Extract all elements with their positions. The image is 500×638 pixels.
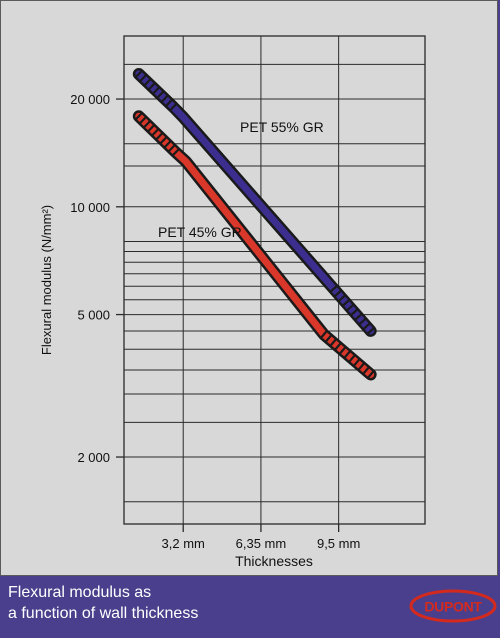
logo-oval xyxy=(409,589,497,623)
hatch-mark xyxy=(135,70,143,78)
dupont-logo: DUPONT xyxy=(409,589,497,623)
y-tick-label: 20 000 xyxy=(70,92,110,107)
hatch-mark xyxy=(172,148,180,156)
x-tick-label: 9,5 mm xyxy=(317,536,360,551)
series-pet45 xyxy=(132,110,377,381)
hatch-mark xyxy=(353,358,361,367)
hatch-mark xyxy=(339,346,347,355)
hatch-mark xyxy=(329,285,338,293)
hatch-mark xyxy=(165,99,173,107)
hatch-mark xyxy=(148,82,156,91)
hatch-mark xyxy=(334,290,342,297)
hatch-mark xyxy=(159,136,168,144)
series-pet55 xyxy=(132,68,377,337)
hatch-mark xyxy=(168,144,176,152)
chart-svg: 20 000 10 000 5 000 2 000 3,2 mm 6,35 mm 9,5 … xyxy=(39,35,426,569)
hatch-mark xyxy=(156,90,164,99)
y-tick-label: 10 000 xyxy=(70,200,110,215)
hatch-mark xyxy=(342,299,350,307)
x-tick-label: 6,35 mm xyxy=(236,536,287,551)
y-axis-label: Flexural modulus (N/mm²) xyxy=(39,205,54,355)
hatch-mark xyxy=(320,330,328,339)
hatch-mark xyxy=(164,140,172,148)
hatch-mark xyxy=(152,86,160,95)
hatch-mark xyxy=(348,354,356,363)
footer-bar: Flexural modulus as a function of wall t… xyxy=(0,576,500,638)
hatch-mark xyxy=(343,350,351,359)
hatch-mark xyxy=(169,103,177,111)
plot-frame xyxy=(123,35,426,525)
y-tick-label: 2 000 xyxy=(77,450,110,465)
x-tick-label: 3,2 mm xyxy=(162,536,205,551)
hatch-mark xyxy=(366,327,375,335)
hatch-mark xyxy=(358,318,367,326)
hatch-mark xyxy=(334,342,342,351)
hatch-mark xyxy=(350,308,359,316)
series-label-pet45: PET 45% GR xyxy=(158,224,242,240)
hatch-mark xyxy=(357,362,365,371)
series-label-pet55: PET 55% GR xyxy=(240,119,324,135)
hatch-mark xyxy=(161,95,169,103)
hatch-mark xyxy=(346,304,354,312)
footer-caption: Flexural modulus as a function of wall t… xyxy=(8,584,199,622)
hatch-mark xyxy=(362,366,370,375)
hatch-mark xyxy=(367,370,375,379)
chart-panel xyxy=(0,0,498,576)
hatch-mark xyxy=(139,116,147,124)
hatch-mark xyxy=(147,124,155,132)
hatch-mark xyxy=(139,74,147,82)
hatch-mark xyxy=(329,338,337,347)
hatch-mark xyxy=(354,313,363,321)
x-tick-labels: 3,2 mm 6,35 mm 9,5 mm xyxy=(162,524,360,551)
y-tick-label: 5 000 xyxy=(77,308,110,323)
hatch-mark xyxy=(325,334,332,343)
hatch-mark xyxy=(135,112,143,120)
data-series xyxy=(132,68,377,381)
hatch-mark xyxy=(151,128,159,136)
hatch-mark xyxy=(143,120,151,128)
hatch-mark xyxy=(155,132,163,140)
hatch-mark xyxy=(143,78,151,86)
y-tick-labels: 20 000 10 000 5 000 2 000 xyxy=(70,92,124,465)
logo-text: DUPONT xyxy=(424,599,482,615)
hatch-mark xyxy=(338,294,346,302)
hatch-mark xyxy=(362,322,371,330)
x-axis-label: Thicknesses xyxy=(235,553,313,569)
